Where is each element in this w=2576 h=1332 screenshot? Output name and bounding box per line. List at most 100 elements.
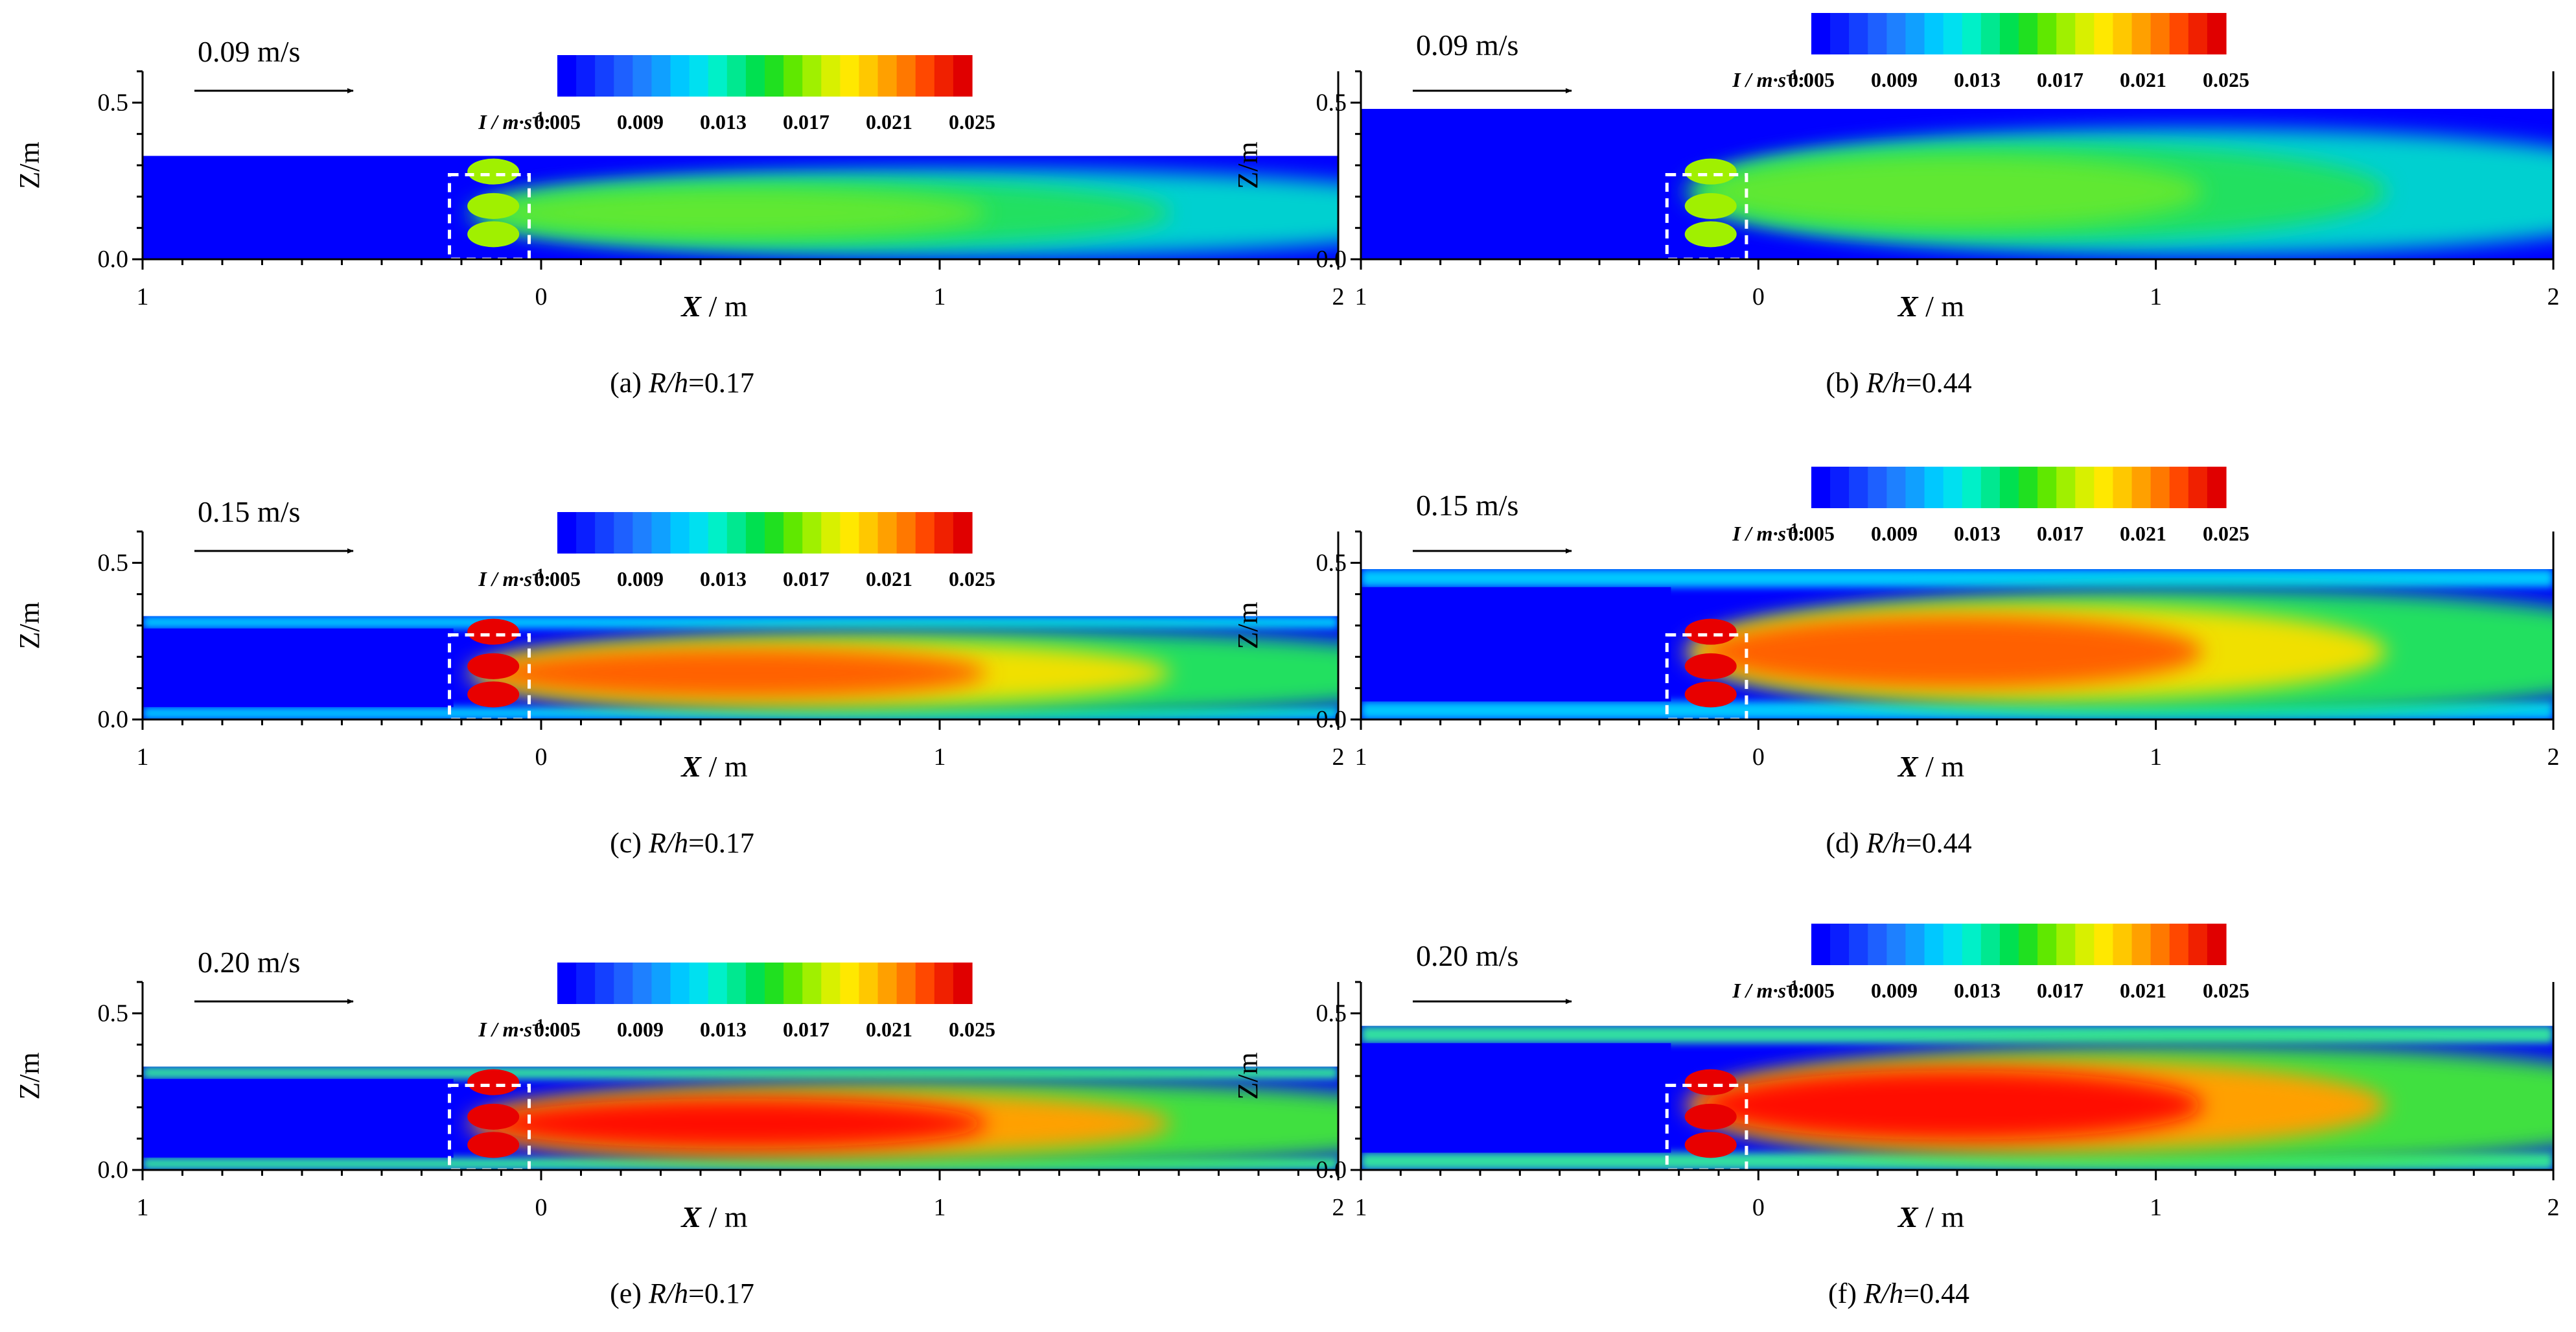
colorbar-swatch xyxy=(953,963,973,1004)
colorbar-swatch xyxy=(670,55,690,97)
colorbar-swatch xyxy=(1905,467,1925,508)
colorbar-swatch xyxy=(1868,13,1887,54)
colorbar-tick-label: 0.021 xyxy=(2120,522,2166,545)
device-hotspot xyxy=(1684,618,1737,645)
wake-core xyxy=(1702,1070,2203,1140)
colorbar-label-colon: : xyxy=(544,567,551,590)
inflow-region xyxy=(143,156,454,259)
colorbar-swatch xyxy=(689,963,709,1004)
colorbar-swatch xyxy=(2188,924,2208,965)
device-hotspot xyxy=(467,193,520,219)
colorbar-swatch xyxy=(2094,924,2114,965)
colorbar-tick-label: 0.013 xyxy=(1954,68,2001,91)
colorbar-swatch xyxy=(1980,924,2001,965)
colorbar-tick-label: 0.009 xyxy=(617,110,664,134)
colorbar-swatch xyxy=(2037,924,2057,965)
colorbar-swatch xyxy=(915,55,935,97)
colorbar-tick-label: 0.009 xyxy=(1871,522,1918,545)
colorbar-tick-label: 0.009 xyxy=(617,1018,664,1041)
colorbar-swatch xyxy=(726,55,747,97)
x-tick-label: 1 xyxy=(137,743,149,771)
caption-prefix: (c) xyxy=(610,827,649,859)
colorbar-swatch xyxy=(915,963,935,1004)
x-axis-label-unit: / m xyxy=(1918,750,1965,783)
colorbar-swatch xyxy=(783,963,803,1004)
inflow-region xyxy=(143,628,454,707)
colorbar: I / m·s-1:0.005 0.009 0.013 0.017 0.021 0.025 xyxy=(478,963,995,1041)
colorbar-swatch xyxy=(1905,13,1925,54)
colorbar-swatch xyxy=(765,963,784,1004)
x-axis-label-var: X xyxy=(680,1200,702,1233)
colorbar-swatch xyxy=(2075,467,2094,508)
colorbar-swatch xyxy=(651,963,671,1004)
device-hotspot xyxy=(467,1132,520,1158)
colorbar-swatch xyxy=(2207,924,2227,965)
colorbar-label: I / m·s-1: xyxy=(478,1016,551,1041)
colorbar-swatch xyxy=(765,512,784,554)
colorbar-swatch xyxy=(1962,467,1982,508)
colorbar-swatch xyxy=(2094,13,2114,54)
colorbar-swatch xyxy=(1811,467,1831,508)
x-tick-label: 0 xyxy=(1752,1194,1765,1221)
colorbar-swatch xyxy=(651,55,671,97)
x-axis-label: X / m xyxy=(1897,1200,1964,1233)
colorbar-swatch xyxy=(1849,467,1868,508)
colorbar-label: I / m·s-1: xyxy=(1732,520,1805,545)
colorbar-swatch xyxy=(1999,924,2019,965)
colorbar-tick-label: 0.017 xyxy=(783,110,830,134)
x-tick-label: 1 xyxy=(2150,283,2162,310)
colorbar-swatch xyxy=(614,55,633,97)
colorbar-swatch xyxy=(670,963,690,1004)
x-axis-label-unit: / m xyxy=(1918,1200,1965,1233)
axes: 0.0 0.5 Z/m 1 0 1 2 X / m xyxy=(14,530,1345,783)
colorbar-swatch xyxy=(1999,467,2019,508)
colorbar-swatch xyxy=(1999,13,2019,54)
colorbar-swatch xyxy=(1868,924,1887,965)
colorbar-swatch xyxy=(1849,13,1868,54)
colorbar: I / m·s-1:0.005 0.009 0.013 0.017 0.021 0.025 xyxy=(1732,13,2249,91)
colorbar-swatch xyxy=(840,512,860,554)
colorbar-label-sup: -1 xyxy=(532,108,544,124)
velocity-label: 0.15 m/s xyxy=(198,495,300,528)
colorbar-swatch xyxy=(576,55,596,97)
caption-prefix: (a) xyxy=(610,367,649,399)
y-tick-label: 0.5 xyxy=(1316,999,1347,1027)
velocity-label: 0.09 m/s xyxy=(1416,29,1518,62)
colorbar-swatch xyxy=(708,512,728,554)
colorbar-tick-label: 0.021 xyxy=(866,110,912,134)
colorbar: I / m·s-1:0.005 0.009 0.013 0.017 0.021 0.025 xyxy=(478,55,995,134)
flow-field xyxy=(143,156,1338,259)
colorbar-tick-label: 0.005 xyxy=(1788,522,1835,545)
colorbar-swatch xyxy=(2131,924,2152,965)
colorbar-swatch xyxy=(2207,467,2227,508)
colorbar-swatch xyxy=(557,963,577,1004)
x-tick-label: 0 xyxy=(535,743,548,771)
x-tick-label: 0 xyxy=(535,1194,548,1221)
caption-value: =0.17 xyxy=(688,827,754,859)
colorbar-swatch xyxy=(2113,13,2133,54)
caption-variable: R/h xyxy=(648,827,688,859)
colorbar-swatch xyxy=(1811,13,1831,54)
y-tick-label: 0.5 xyxy=(1316,549,1347,576)
inflow-region xyxy=(1361,109,1671,259)
colorbar-swatch xyxy=(934,963,954,1004)
x-axis-label-var: X xyxy=(1897,750,1919,783)
colorbar: I / m·s-1:0.005 0.009 0.013 0.017 0.021 0.025 xyxy=(1732,924,2249,1002)
y-tick-label: 0.0 xyxy=(1316,1156,1347,1184)
surface-band xyxy=(143,616,1338,629)
x-tick-label: 1 xyxy=(934,1194,946,1221)
device-hotspot xyxy=(1684,1103,1737,1130)
colorbar-label-sup: -1 xyxy=(532,1016,544,1032)
colorbar-swatch xyxy=(2207,13,2227,54)
x-tick-label: 1 xyxy=(137,283,149,310)
caption-value: =0.44 xyxy=(1906,367,1972,399)
inflow-region xyxy=(1361,587,1671,702)
caption-value: =0.17 xyxy=(688,1278,754,1309)
colorbar-swatch xyxy=(821,55,841,97)
x-tick-label: 1 xyxy=(1355,743,1367,771)
velocity-label: 0.09 m/s xyxy=(198,35,300,68)
panel-caption: (e) R/h=0.17 xyxy=(610,1278,754,1309)
colorbar-swatch xyxy=(840,963,860,1004)
colorbar-tick-label: 0.013 xyxy=(700,1018,747,1041)
colorbar-swatch xyxy=(1962,13,1982,54)
